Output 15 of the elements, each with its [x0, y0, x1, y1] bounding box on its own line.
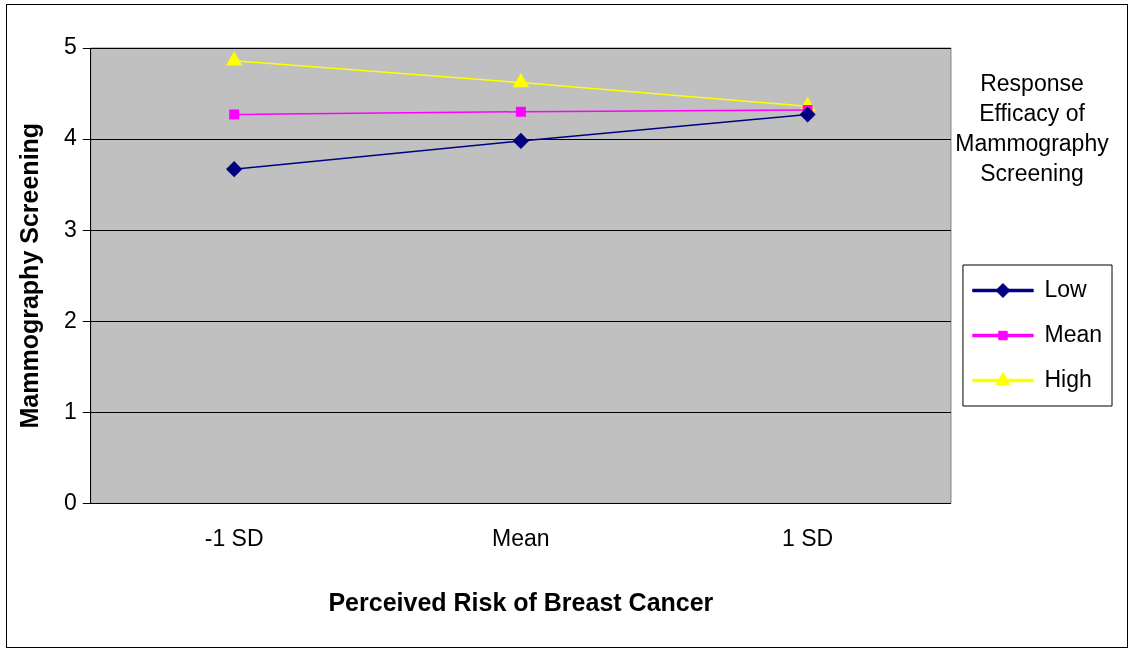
x-tick-label: -1 SD: [204, 524, 264, 551]
legend-label: Mean: [1044, 320, 1103, 347]
y-tick-label: 0: [63, 488, 77, 515]
y-tick-label: 3: [63, 215, 77, 242]
y-tick-label: 4: [63, 124, 77, 151]
x-tick-label: 1 SD: [782, 524, 834, 551]
y-tick-label: 2: [63, 306, 77, 333]
legend-label: High: [1044, 365, 1092, 392]
x-tick-label: Mean: [492, 524, 550, 551]
y-axis-title: Mammography Screening: [14, 122, 43, 429]
x-axis-title: Perceived Risk of Breast Cancer: [328, 587, 714, 616]
y-tick-label: 5: [63, 33, 77, 60]
legend-label: Low: [1044, 275, 1088, 302]
y-tick-label: 1: [63, 397, 77, 424]
legend-title: Response Efficacy of Mammography Screening: [954, 69, 1110, 188]
